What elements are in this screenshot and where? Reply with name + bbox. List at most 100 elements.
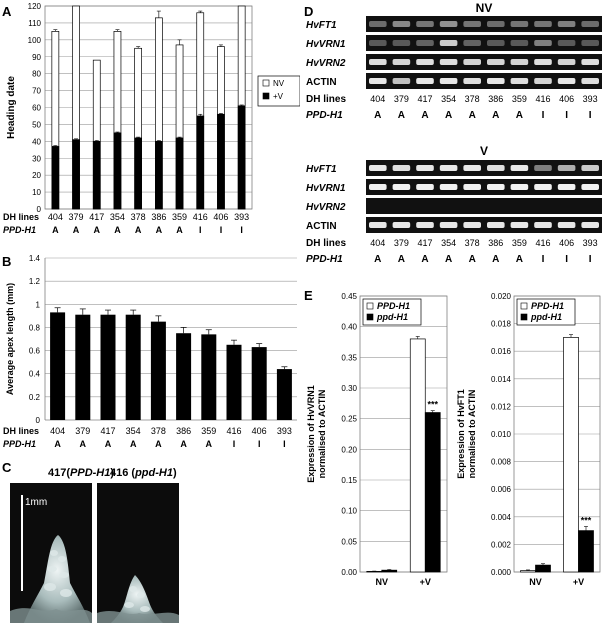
bar-apex-length <box>201 334 217 420</box>
gel-band <box>392 165 411 171</box>
gel-band <box>487 222 505 228</box>
genotype-label: A <box>445 254 452 265</box>
panel-d-letter: D <box>304 4 314 19</box>
y-tick-label: 0 <box>36 416 41 425</box>
dh-line-label: 359 <box>172 212 187 222</box>
y-tick-label: 0.4 <box>29 370 41 379</box>
legend-entry: ppd-H1 <box>530 312 562 322</box>
y-tick-label: 100 <box>28 36 42 45</box>
genotype-label: A <box>492 254 499 265</box>
nv-title: NV <box>476 1 493 15</box>
gel-band <box>439 78 458 84</box>
gel-band <box>581 21 599 27</box>
gel-band <box>581 78 599 84</box>
apex-micrograph-416 <box>97 483 179 623</box>
genotype-label: A <box>94 225 101 235</box>
y-tick-label: 1 <box>36 300 41 309</box>
y-tick-label: 0.010 <box>491 430 512 439</box>
gel-band <box>463 222 481 228</box>
dh-line-label: 379 <box>75 426 90 436</box>
genotype-label: A <box>73 225 80 235</box>
gel-band <box>510 165 529 171</box>
panel-b-letter: B <box>2 254 12 269</box>
bar-v <box>51 146 60 210</box>
gel-band <box>487 184 505 190</box>
gel-band <box>463 21 481 27</box>
gel-band <box>369 165 387 171</box>
panel-e-hvvrn1-expression-chart: 0.00 0.05 0.10 0.15 0.20 0.25 0.30 0.35 0.40 0.45… <box>306 292 448 587</box>
genotype-label: I <box>258 439 261 449</box>
dh-line-label: 386 <box>488 238 503 248</box>
row-label-dh-lines: DH lines <box>3 426 39 436</box>
genotype-label: I <box>220 225 223 235</box>
gel-band <box>416 222 434 228</box>
gel-band <box>392 59 411 65</box>
row-label-dh-lines: DH lines <box>306 238 346 249</box>
gel-band <box>416 21 434 27</box>
panel-d-gel-figure: NV HvFT1 HvVRN1 HvVRN2 ACTIN DH lines PPD-H1 40… <box>306 1 602 265</box>
gene-label: ACTIN <box>306 221 337 232</box>
panel-e-hvft1-expression-chart: 0.000 0.002 0.004 0.006 0.008 0.010 0.012 0.014… <box>456 292 601 587</box>
genotype-label: A <box>130 439 137 449</box>
y-axis-label-line2: normalised to ACTIN <box>317 390 327 479</box>
gel-band <box>534 222 552 228</box>
gel-band <box>557 184 576 190</box>
bar-v <box>196 115 205 210</box>
genotype-label: A <box>469 254 476 265</box>
gel-band <box>392 184 411 190</box>
genotype-label: A <box>206 439 213 449</box>
bar-v <box>72 139 80 210</box>
bar-apex-length <box>50 312 66 420</box>
dh-line-label: 416 <box>535 94 550 104</box>
gene-label: ACTIN <box>306 77 337 88</box>
genotype-label: I <box>565 110 568 121</box>
y-tick-label: 0.45 <box>341 292 357 301</box>
panel-c-right-title: 416 (ppd-H1) <box>110 467 177 479</box>
dh-line-label: 404 <box>50 426 65 436</box>
y-tick-label: 0.016 <box>491 347 512 356</box>
genotype-label: A <box>516 110 523 121</box>
gene-label: HvVRN2 <box>306 58 346 69</box>
genotype-label: A <box>114 225 121 235</box>
gel-band <box>369 21 387 27</box>
panel-c-letter: C <box>2 460 12 475</box>
dh-line-label: 354 <box>441 238 456 248</box>
gene-label: HvVRN1 <box>306 183 346 194</box>
gel-strip <box>366 179 602 195</box>
gel-band <box>557 222 576 228</box>
gene-label: HvFT1 <box>306 20 337 31</box>
gel-band <box>510 222 529 228</box>
y-tick-label: 0.002 <box>491 540 512 549</box>
y-axis-label-line1: Expression of HvVRN1 <box>306 385 316 483</box>
genotype-label: I <box>233 439 236 449</box>
bar-ppd-h1 <box>366 571 383 573</box>
y-tick-label: 0.008 <box>491 458 512 467</box>
gel-band <box>416 165 434 171</box>
genotype-label: I <box>542 110 545 121</box>
genotype-label: A <box>398 254 405 265</box>
gel-band <box>581 59 599 65</box>
dh-line-label: 393 <box>234 212 249 222</box>
gel-band <box>392 78 411 84</box>
row-label-dh-lines: DH lines <box>306 94 346 105</box>
gel-band <box>557 78 576 84</box>
y-tick-label: 0.018 <box>491 320 512 329</box>
y-tick-label: 0.40 <box>341 323 357 332</box>
y-tick-label: 0.000 <box>491 568 512 577</box>
x-category-label: +V <box>573 577 584 587</box>
legend-swatch <box>366 313 374 321</box>
dh-line-label: 386 <box>488 94 503 104</box>
gel-band <box>510 59 529 65</box>
gel-band <box>416 40 434 46</box>
y-tick-label: 40 <box>32 137 41 146</box>
legend-swatch <box>262 92 270 100</box>
gel-strip <box>366 160 602 176</box>
genotype-label: A <box>516 254 523 265</box>
bar-v <box>217 113 225 210</box>
y-tick-label: 50 <box>32 120 41 129</box>
gel-band <box>581 40 599 46</box>
legend-swatch <box>520 313 528 321</box>
gel-band <box>392 222 411 228</box>
genotype-label: I <box>589 110 592 121</box>
gel-band <box>487 21 505 27</box>
